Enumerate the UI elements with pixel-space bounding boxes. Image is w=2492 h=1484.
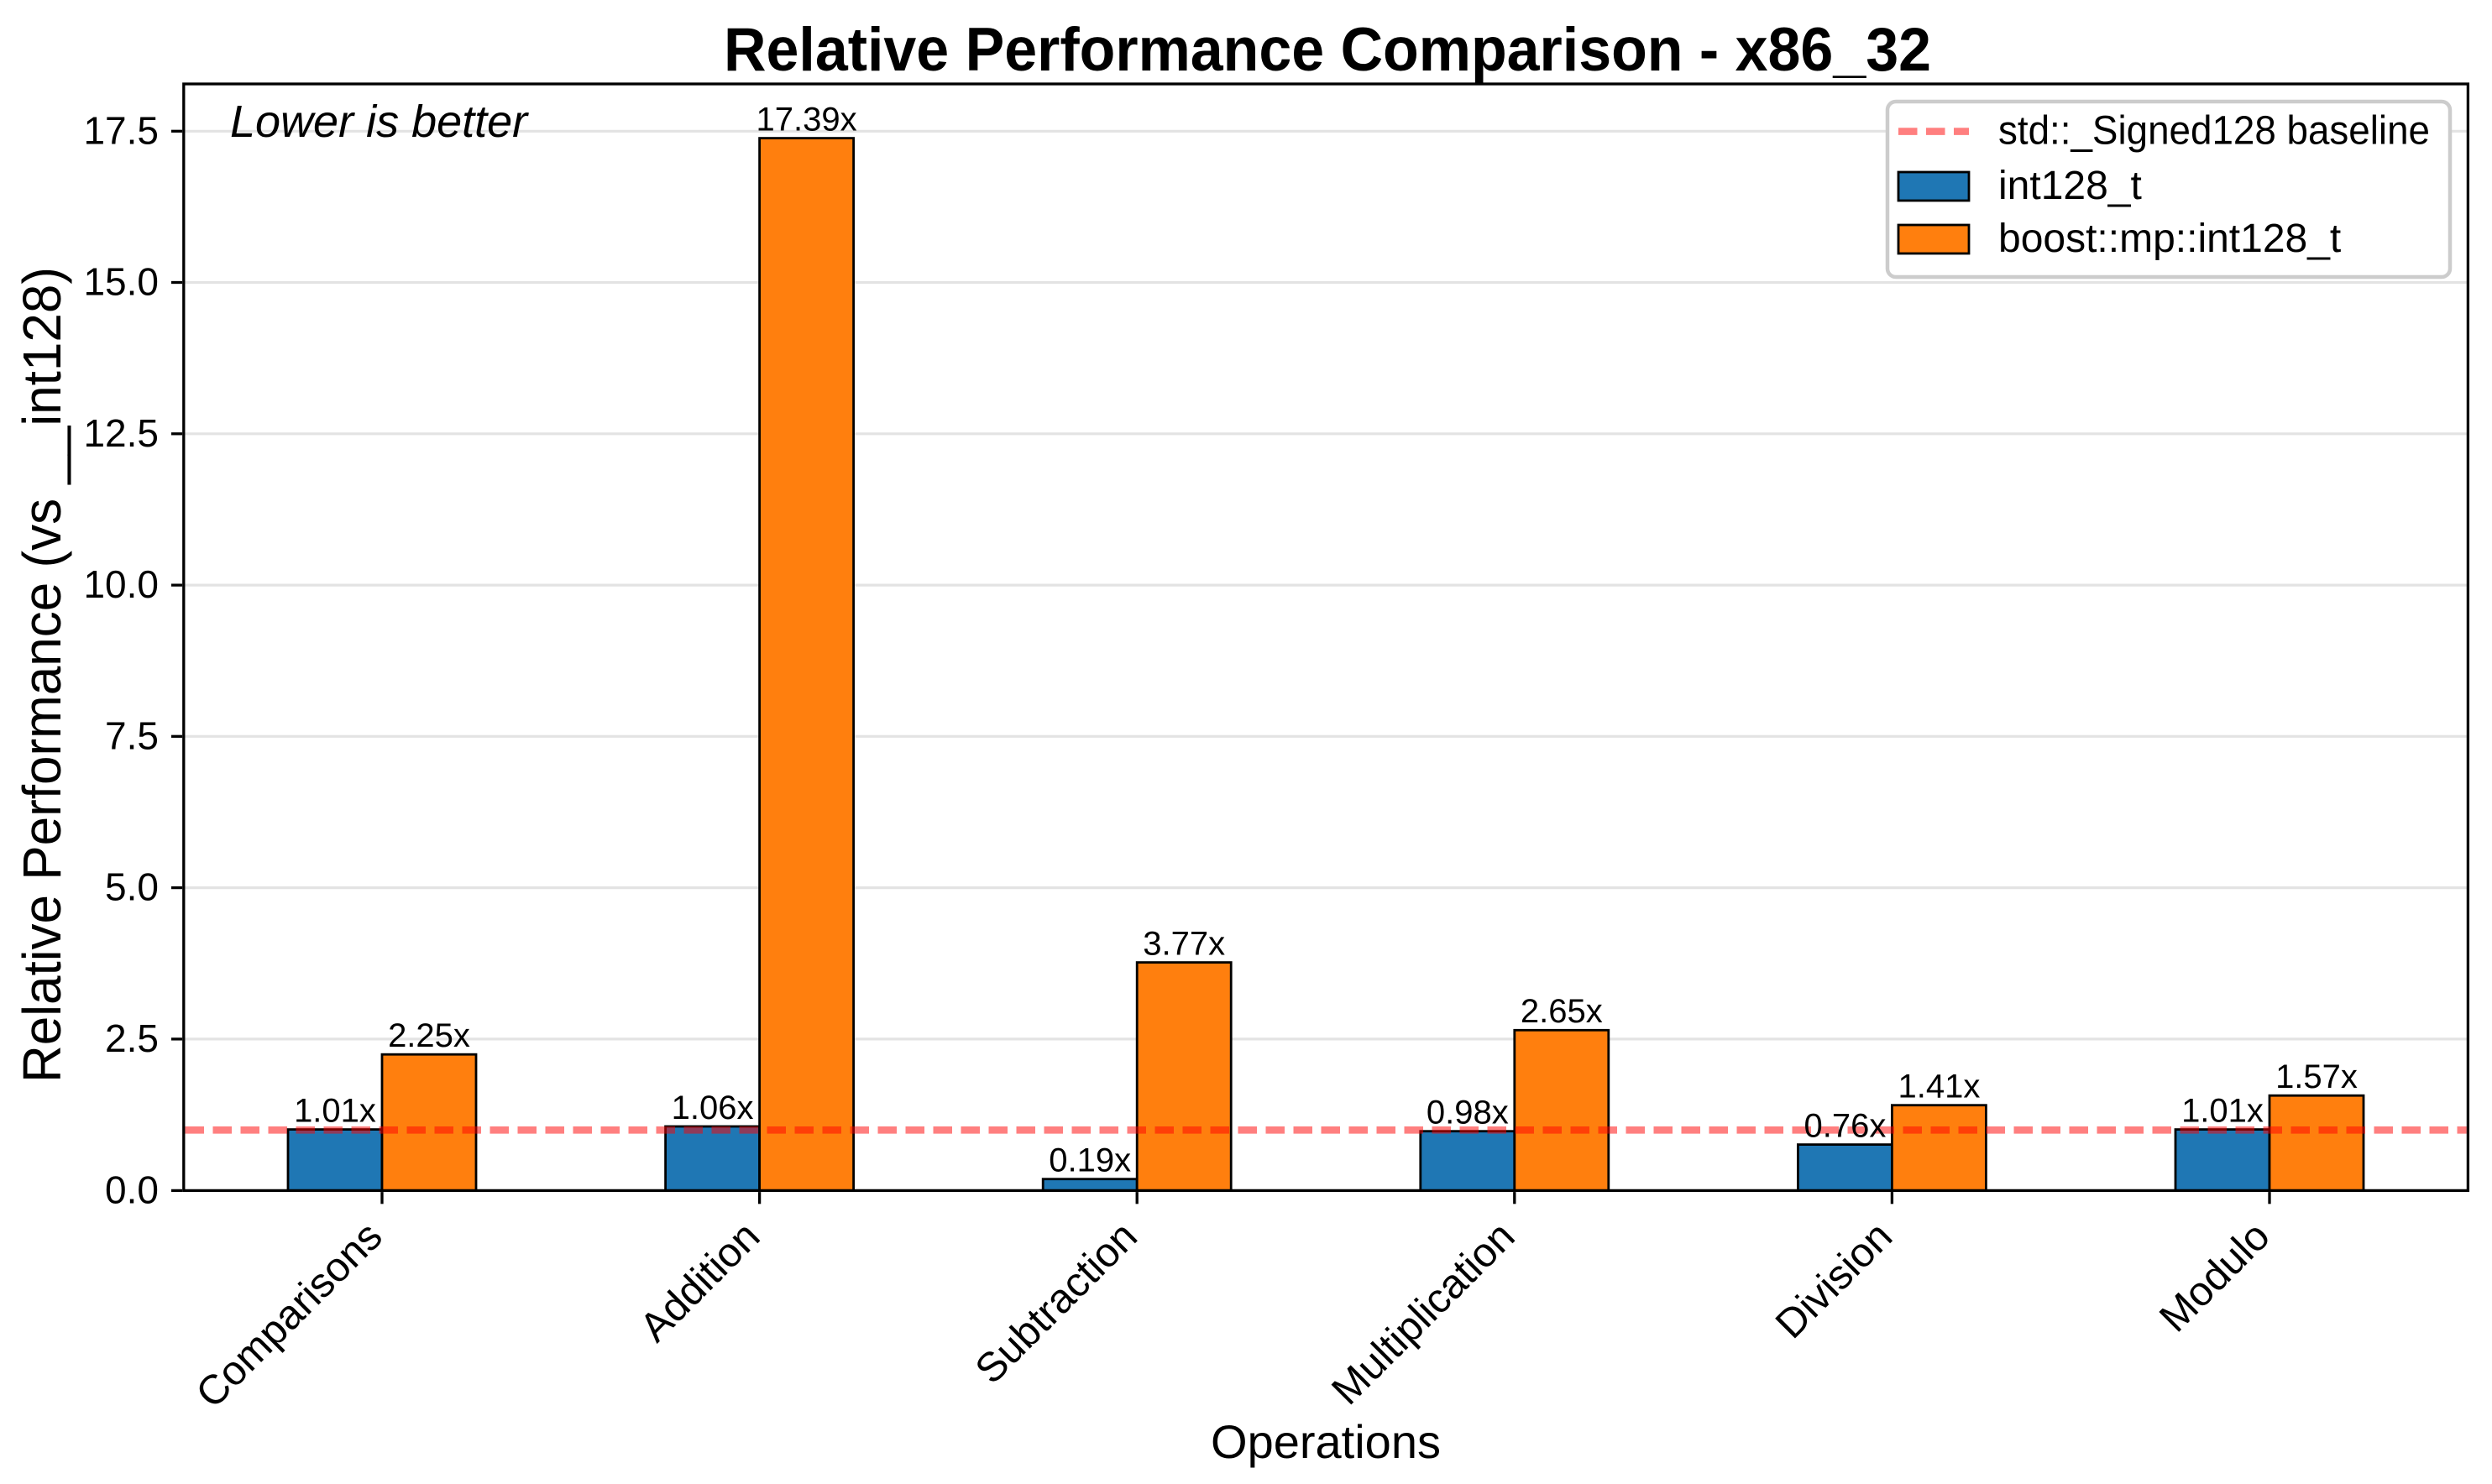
svg-text:1.01x: 1.01x — [294, 1092, 376, 1129]
svg-text:15.0: 15.0 — [83, 260, 159, 304]
svg-text:12.5: 12.5 — [83, 411, 159, 455]
svg-text:Operations: Operations — [1211, 1415, 1441, 1468]
svg-text:17.39x: 17.39x — [756, 101, 857, 138]
svg-text:5.0: 5.0 — [105, 865, 159, 909]
svg-text:0.98x: 0.98x — [1427, 1095, 1509, 1131]
svg-text:2.25x: 2.25x — [388, 1017, 470, 1054]
svg-text:1.06x: 1.06x — [672, 1089, 754, 1126]
svg-text:1.41x: 1.41x — [1898, 1069, 1980, 1105]
svg-text:10.0: 10.0 — [83, 562, 159, 606]
svg-text:3.77x: 3.77x — [1143, 925, 1225, 962]
svg-text:17.5: 17.5 — [83, 108, 159, 152]
svg-text:0.19x: 0.19x — [1049, 1142, 1131, 1179]
svg-text:Lower is better: Lower is better — [230, 97, 529, 147]
svg-text:Relative Performance Compariso: Relative Performance Comparison - x86_32 — [724, 16, 1931, 84]
svg-text:std::_Signed128 baseline: std::_Signed128 baseline — [1998, 109, 2430, 154]
svg-text:boost::mp::int128_t: boost::mp::int128_t — [1998, 217, 2341, 261]
svg-text:7.5: 7.5 — [105, 713, 159, 757]
svg-text:Relative Performance (vs __int: Relative Performance (vs __int128) — [12, 267, 72, 1083]
svg-text:int128_t: int128_t — [1998, 164, 2142, 208]
svg-text:1.57x: 1.57x — [2275, 1058, 2358, 1095]
svg-text:1.01x: 1.01x — [2181, 1092, 2264, 1129]
svg-text:0.0: 0.0 — [105, 1168, 159, 1211]
svg-text:2.65x: 2.65x — [1521, 993, 1603, 1030]
svg-text:0.76x: 0.76x — [1804, 1107, 1886, 1144]
svg-text:2.5: 2.5 — [105, 1016, 159, 1060]
